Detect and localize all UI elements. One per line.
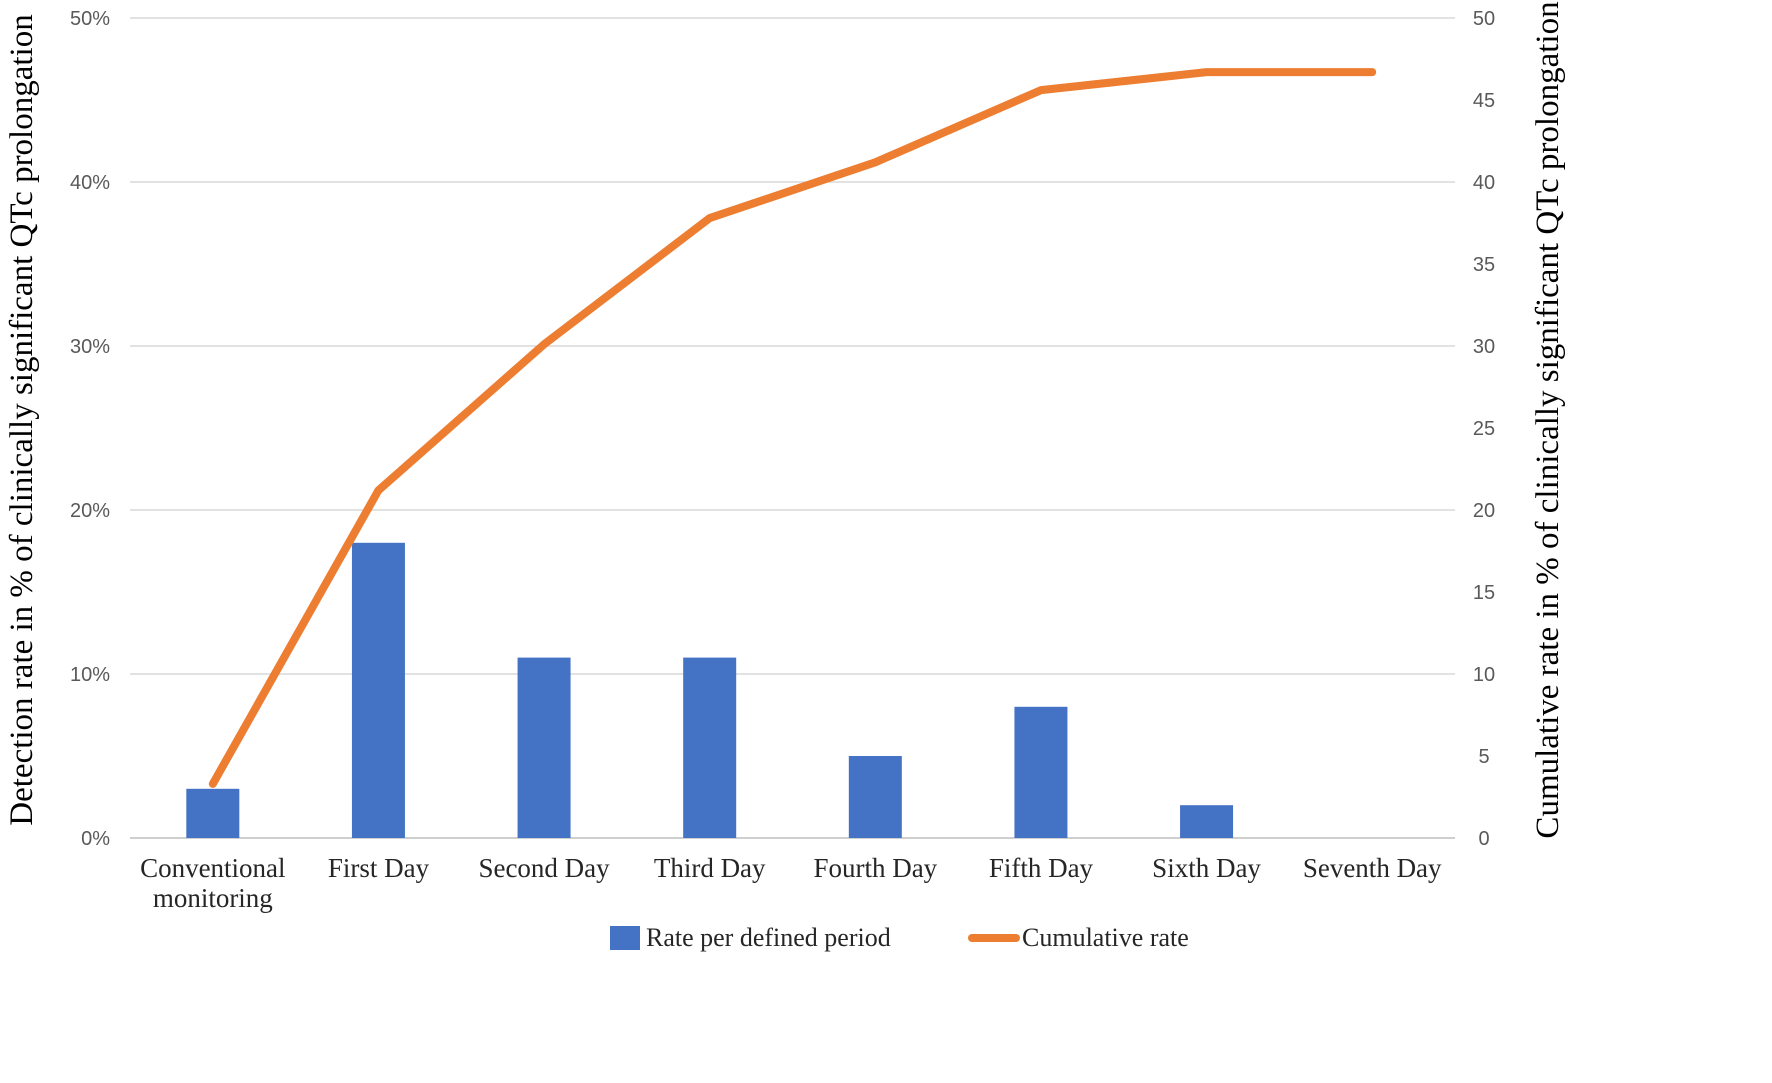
right-axis-title: Cumulative rate in % of clinically signi…: [1530, 1, 1566, 838]
legend-swatch-bar: [610, 926, 640, 950]
line-series: [208, 68, 1377, 788]
right-tick-label: 35: [1473, 254, 1495, 276]
right-tick-label: 30: [1473, 336, 1495, 358]
right-tick-label: 5: [1478, 746, 1489, 768]
bar: [683, 657, 737, 838]
left-axis-ticks: 0% 10% 20% 30% 40% 50%: [70, 8, 110, 850]
left-axis-title: Detection rate in % of clinically signif…: [4, 14, 40, 825]
right-axis-ticks: 0 5 10 15 20 25 30 35 40 45 50: [1473, 8, 1495, 850]
bar: [1014, 706, 1068, 838]
right-tick-label: 25: [1473, 418, 1495, 440]
right-tick-label: 45: [1473, 90, 1495, 112]
bar-series: [186, 542, 1234, 838]
category-label: Second Day: [478, 853, 610, 883]
category-label: Fourth Day: [813, 853, 937, 883]
x-axis-categories: Conventional monitoring First Day Second Da…: [140, 853, 1442, 913]
right-tick-label: 20: [1473, 500, 1495, 522]
left-tick-label: 20%: [70, 500, 110, 522]
bar: [186, 788, 240, 838]
category-label: Fifth Day: [989, 853, 1094, 883]
left-tick-label: 0%: [81, 828, 110, 850]
right-tick-label: 0: [1478, 828, 1489, 850]
category-label: Sixth Day: [1152, 853, 1261, 883]
right-tick-label: 40: [1473, 172, 1495, 194]
left-tick-label: 10%: [70, 664, 110, 686]
right-tick-label: 15: [1473, 582, 1495, 604]
bar: [1180, 805, 1234, 838]
legend: Rate per defined period Cumulative rate: [610, 923, 1189, 952]
legend-label-bar: Rate per defined period: [646, 923, 891, 952]
right-tick-label: 10: [1473, 664, 1495, 686]
category-label: Conventional monitoring: [140, 853, 285, 913]
bar: [351, 542, 405, 838]
gridlines: [130, 17, 1455, 839]
left-tick-label: 50%: [70, 8, 110, 30]
left-tick-label: 40%: [70, 172, 110, 194]
bar: [517, 657, 571, 838]
right-tick-label: 50: [1473, 8, 1495, 30]
left-tick-label: 30%: [70, 336, 110, 358]
cumulative-line: [208, 68, 1377, 788]
category-label: Third Day: [654, 853, 766, 883]
category-label: Seventh Day: [1303, 853, 1442, 883]
bar: [848, 756, 902, 838]
legend-label-line: Cumulative rate: [1022, 923, 1189, 952]
category-label: First Day: [328, 853, 430, 883]
